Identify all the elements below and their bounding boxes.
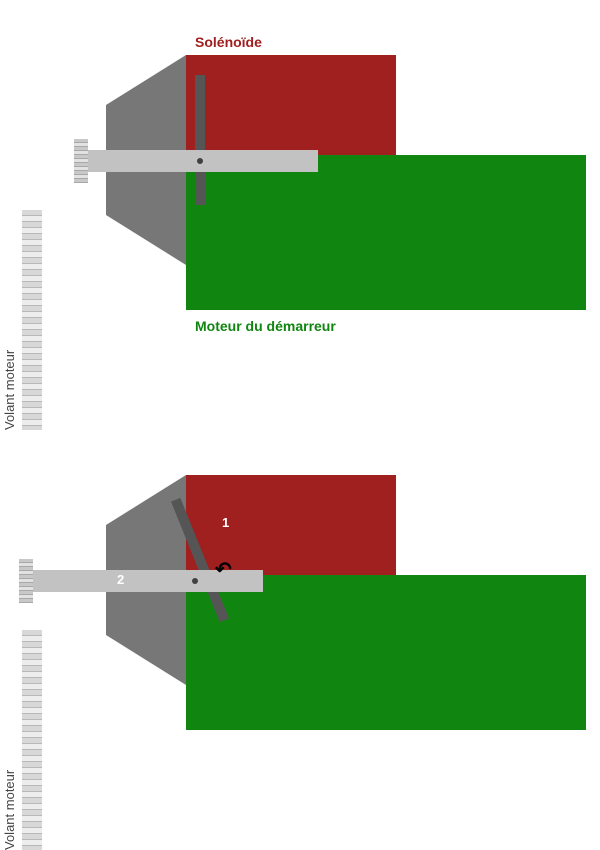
- lever-pivot: [197, 158, 203, 164]
- step-number-2: 2: [117, 572, 124, 587]
- solenoid-lever: [195, 75, 205, 205]
- flywheel-label: Volant moteur: [2, 210, 17, 430]
- step-number-1: 1: [222, 515, 229, 530]
- diagram-rest: Volant moteur Solénoïde Moteur du démarr…: [0, 0, 600, 390]
- lever-pivot: [192, 578, 198, 584]
- flywheel-gear: [22, 210, 42, 430]
- shaft-bar: [88, 150, 318, 172]
- solenoid-label: Solénoïde: [195, 34, 262, 50]
- flywheel-gear: [22, 630, 42, 850]
- pinion-shaft: [88, 150, 318, 172]
- pinion-gear: [74, 139, 88, 183]
- rotation-arrow-icon: ↷: [215, 557, 232, 582]
- starter-motor-block: [186, 155, 586, 310]
- flywheel-label: Volant moteur: [2, 630, 17, 850]
- pinion-gear: [19, 559, 33, 603]
- motor-label: Moteur du démarreur: [195, 318, 336, 334]
- diagram-engaged: Volant moteur 1 2 ↷: [0, 420, 600, 810]
- starter-motor-block: [186, 575, 586, 730]
- solenoid-block: [186, 55, 396, 155]
